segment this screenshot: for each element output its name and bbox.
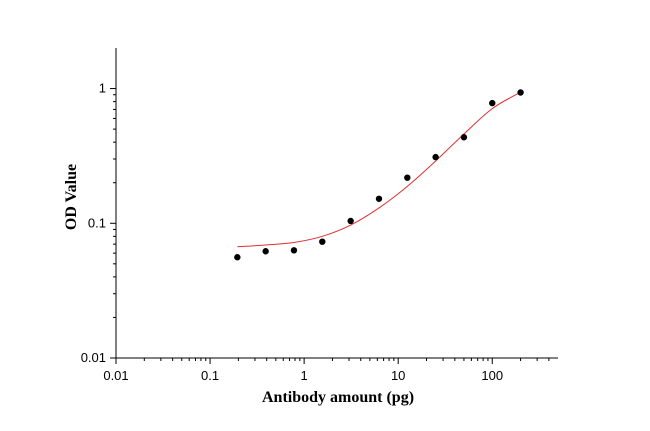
- data-point: [290, 247, 298, 254]
- y-tick-label: 0.1: [88, 215, 106, 230]
- axes: [115, 48, 558, 359]
- x-tick-label: 10: [391, 368, 405, 383]
- x-tick-label: 0.01: [103, 368, 128, 383]
- axis-ticks: 0.01 0.1 1 10 100 0.01 0.1 1: [81, 81, 550, 383]
- y-tick-label: 1: [99, 81, 106, 96]
- fit-curve: [237, 91, 521, 248]
- data-point: [460, 134, 468, 141]
- x-tick-label: 1: [301, 368, 308, 383]
- data-point: [489, 99, 496, 107]
- y-axis-title: OD Value: [63, 164, 80, 230]
- data-point: [404, 174, 411, 181]
- data-point: [262, 248, 269, 255]
- x-tick-label: 0.1: [201, 368, 219, 383]
- x-tick-label: 100: [481, 368, 503, 383]
- data-point: [234, 254, 241, 261]
- data-point: [375, 195, 383, 202]
- data-point: [347, 217, 354, 225]
- data-points: [234, 89, 524, 261]
- data-point: [432, 153, 439, 161]
- x-axis-title: Antibody amount (pg): [262, 389, 414, 406]
- data-point: [319, 238, 326, 245]
- y-tick-label: 0.01: [81, 350, 106, 365]
- fit-curve-layer: [237, 91, 521, 248]
- data-point: [517, 89, 524, 96]
